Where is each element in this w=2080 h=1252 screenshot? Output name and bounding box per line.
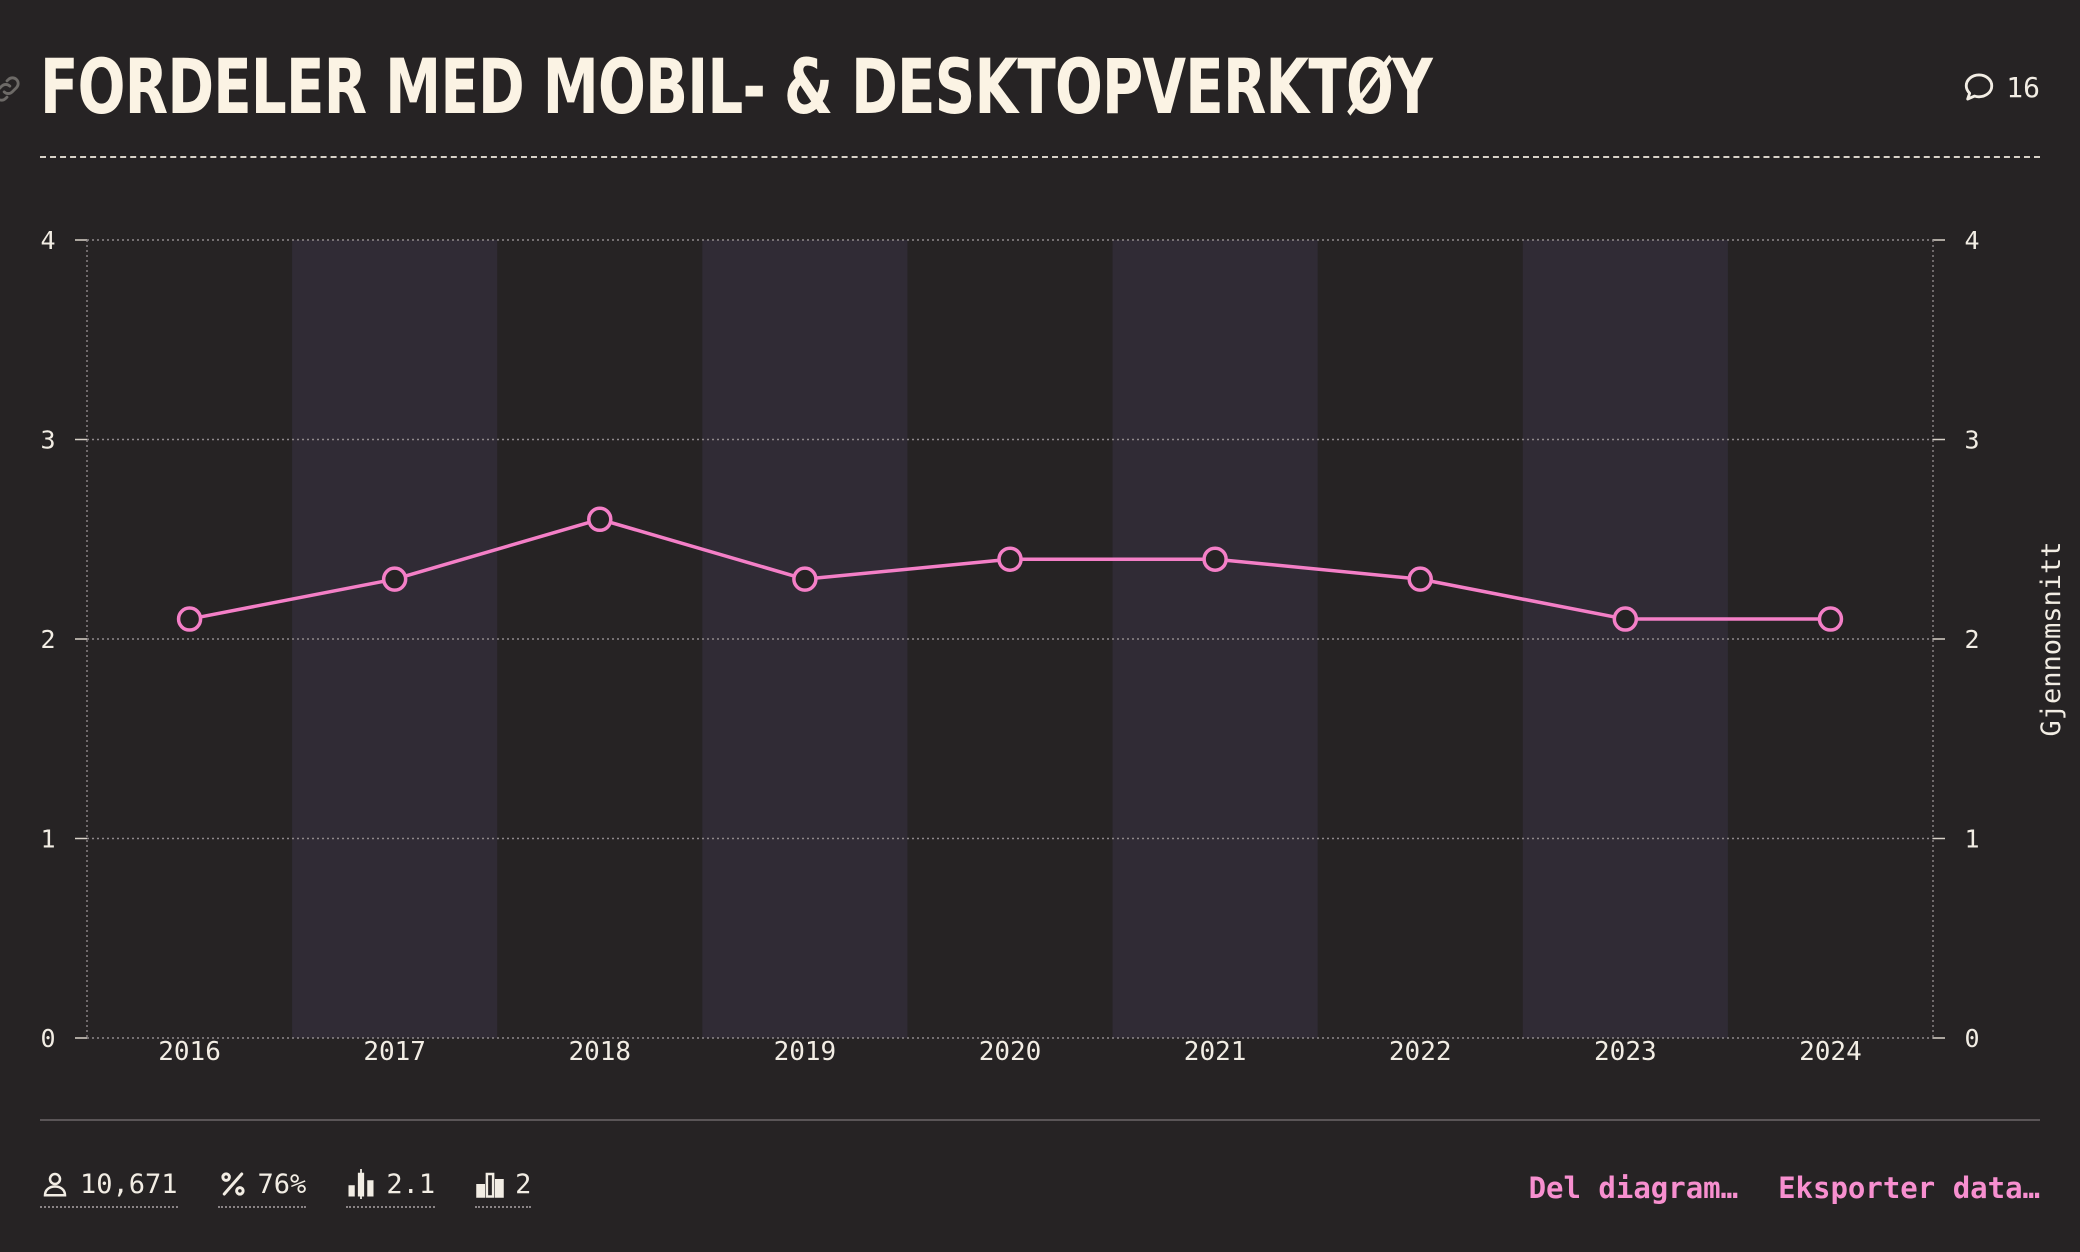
y-tick-label-right: 4 bbox=[1964, 226, 1979, 255]
x-tick-label: 2019 bbox=[774, 1037, 837, 1067]
median-value: 2 bbox=[515, 1168, 532, 1200]
x-tick-label: 2023 bbox=[1594, 1037, 1657, 1067]
comments-button[interactable]: 16 bbox=[1962, 70, 2040, 104]
x-tick-label: 2020 bbox=[979, 1037, 1042, 1067]
link-icon[interactable] bbox=[0, 72, 24, 106]
y-tick-label-right: 3 bbox=[1964, 426, 1979, 455]
x-tick-label: 2022 bbox=[1389, 1037, 1452, 1067]
mean-value: 2.1 bbox=[386, 1168, 436, 1200]
data-point bbox=[792, 566, 818, 592]
x-tick-label: 2018 bbox=[568, 1037, 631, 1067]
percent-stat[interactable]: 76% bbox=[217, 1168, 307, 1208]
bar-chart-mean-icon bbox=[348, 1169, 374, 1199]
respondents-stat[interactable]: 10,671 bbox=[40, 1169, 178, 1208]
x-tick-label: 2016 bbox=[158, 1037, 221, 1067]
data-point bbox=[587, 506, 613, 533]
speech-bubble-icon bbox=[1965, 73, 1994, 101]
comment-count: 16 bbox=[2006, 70, 2040, 104]
percent-value: 76% bbox=[257, 1168, 307, 1200]
data-point bbox=[1202, 546, 1228, 572]
y-tick-label: 0 bbox=[40, 1024, 55, 1053]
x-tick-label: 2024 bbox=[1799, 1037, 1862, 1067]
data-point bbox=[381, 566, 408, 592]
footer-actions: Del diagram… Eksporter data… bbox=[1529, 1171, 2040, 1205]
data-point bbox=[1407, 566, 1433, 592]
x-tick-label: 2017 bbox=[363, 1037, 426, 1067]
title-divider bbox=[40, 156, 2040, 158]
median-stat[interactable]: 2 bbox=[475, 1168, 532, 1208]
chart-divider bbox=[40, 1119, 2040, 1121]
page-title: FORDELER MED MOBIL- & DESKTOPVERKTØY bbox=[40, 42, 1433, 131]
mean-stat[interactable]: 2.1 bbox=[346, 1168, 436, 1208]
stats-bar: 10,671 76% 2.1 2 bbox=[40, 1168, 532, 1208]
y-tick-label-right: 2 bbox=[1964, 625, 1979, 654]
y-tick-label: 3 bbox=[40, 426, 55, 455]
data-point bbox=[1817, 606, 1844, 632]
bar-chart-median-icon bbox=[476, 1172, 504, 1198]
y-tick-label: 2 bbox=[40, 625, 55, 654]
data-point bbox=[1612, 606, 1639, 632]
data-point bbox=[176, 606, 203, 632]
x-tick-label: 2021 bbox=[1184, 1037, 1247, 1067]
y2-axis-label: Gjennomsnitt bbox=[2036, 541, 2067, 736]
respondents-value: 10,671 bbox=[80, 1168, 178, 1200]
data-point bbox=[997, 546, 1023, 572]
y-tick-label: 4 bbox=[40, 226, 55, 255]
y-tick-label-right: 1 bbox=[1964, 825, 1979, 854]
person-icon bbox=[43, 1172, 67, 1197]
y-tick-label-right: 0 bbox=[1964, 1024, 1979, 1053]
y-tick-label: 1 bbox=[40, 825, 55, 854]
percent-icon bbox=[220, 1172, 245, 1196]
share-chart-link[interactable]: Del diagram… bbox=[1528, 1171, 1739, 1205]
export-data-link[interactable]: Eksporter data… bbox=[1778, 1171, 2040, 1205]
footer: 10,671 76% 2.1 2 bbox=[40, 1160, 2040, 1216]
line-chart: 0 0 1 1 2 2 3 3 4 4 2016 2017 2018 2019 2020 2021 2022 20… bbox=[40, 226, 2067, 1067]
